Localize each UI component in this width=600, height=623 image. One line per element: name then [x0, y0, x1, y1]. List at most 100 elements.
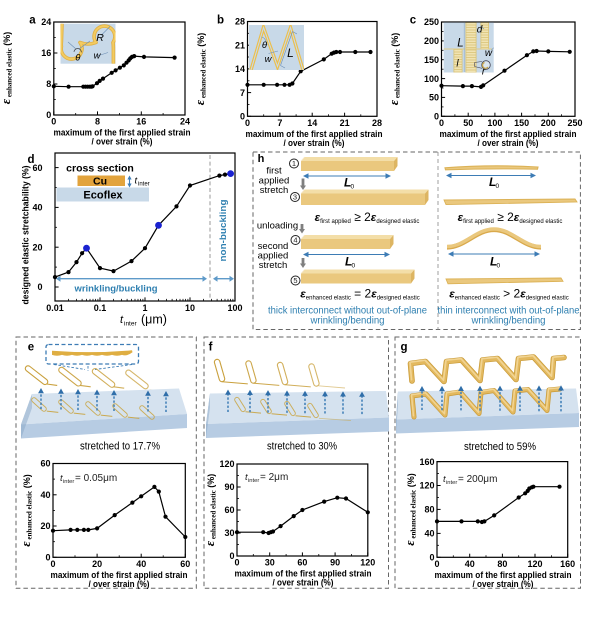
svg-text:L: L: [457, 38, 463, 50]
svg-text:80: 80: [497, 559, 507, 569]
svg-text:= 0.05μm: = 0.05μm: [75, 473, 117, 484]
svg-text:120: 120: [360, 558, 375, 568]
svg-text:h: h: [258, 153, 265, 165]
svg-text:b: b: [217, 15, 224, 27]
svg-text:εenhanced elastic = 2εdesigned: εenhanced elastic = 2εdesigned elastic: [300, 287, 419, 302]
svg-text:w: w: [94, 51, 102, 62]
svg-text:160: 160: [560, 559, 575, 569]
svg-text:40: 40: [32, 203, 42, 213]
svg-text:(μm): (μm): [141, 313, 167, 327]
svg-text:L: L: [344, 176, 351, 190]
svg-text:0: 0: [50, 559, 55, 569]
svg-text:stretched to 59%: stretched to 59%: [464, 441, 536, 453]
svg-text:0: 0: [439, 118, 444, 128]
svg-text:L: L: [489, 175, 496, 189]
svg-text:50: 50: [429, 93, 439, 103]
svg-text:maximum of the first applied s: maximum of the first applied strain: [246, 129, 383, 139]
svg-text:24: 24: [41, 17, 51, 27]
svg-text:160: 160: [419, 457, 434, 467]
svg-text:d: d: [477, 25, 483, 36]
svg-text:120: 120: [419, 481, 434, 491]
svg-text:stretch: stretch: [259, 260, 288, 271]
svg-text:0: 0: [434, 559, 439, 569]
svg-text:10: 10: [185, 303, 195, 313]
svg-text:wrinkling/buckling: wrinkling/buckling: [74, 284, 158, 295]
svg-text:0: 0: [245, 118, 250, 128]
svg-text:60: 60: [40, 459, 50, 469]
svg-text:21: 21: [340, 118, 350, 128]
svg-text:Cu: Cu: [93, 176, 107, 188]
svg-text:t: t: [60, 473, 63, 484]
svg-text:designed elastic stretchabilit: designed elastic stretchability (%): [21, 166, 31, 305]
svg-text:3: 3: [293, 193, 297, 202]
svg-text:24: 24: [180, 117, 190, 127]
svg-text:7: 7: [277, 118, 282, 128]
svg-text:0: 0: [429, 553, 434, 563]
svg-text:20: 20: [40, 521, 50, 531]
svg-text:/ over strain (%): / over strain (%): [273, 578, 334, 588]
svg-text:150: 150: [514, 118, 529, 128]
svg-text:stretched to 17.7%: stretched to 17.7%: [80, 441, 160, 453]
svg-text:w: w: [265, 54, 273, 65]
svg-text:L: L: [287, 46, 294, 60]
svg-text:inter: inter: [138, 182, 150, 188]
svg-text:wrinkling/bending: wrinkling/bending: [471, 316, 546, 327]
svg-text:ε enhanced elastic (%): ε enhanced elastic (%): [18, 474, 34, 546]
svg-text:7: 7: [240, 88, 245, 98]
svg-text:100: 100: [487, 118, 502, 128]
svg-text:/ over strain (%): / over strain (%): [284, 138, 345, 148]
svg-text:a: a: [29, 15, 36, 27]
svg-text:t: t: [245, 472, 248, 483]
svg-text:200: 200: [541, 118, 556, 128]
svg-text:/ over strain (%): / over strain (%): [478, 138, 539, 148]
svg-text:ε enhanced elastic (%): ε enhanced elastic (%): [0, 32, 14, 104]
svg-text:0: 0: [46, 110, 51, 120]
svg-text:εfirst applied ≥ 2εdesigned el: εfirst applied ≥ 2εdesigned elastic: [458, 210, 563, 225]
svg-text:thick interconnect without out: thick interconnect without out-of-plane: [268, 306, 427, 317]
svg-text:0: 0: [434, 112, 439, 122]
svg-text:21: 21: [235, 40, 245, 50]
svg-text:0: 0: [229, 551, 234, 561]
svg-text:60: 60: [224, 505, 234, 515]
svg-text:applied: applied: [258, 251, 289, 262]
svg-text:16: 16: [136, 117, 146, 127]
svg-text:60: 60: [297, 558, 307, 568]
svg-text:Ecoflex: Ecoflex: [83, 190, 123, 202]
svg-text:L: L: [490, 255, 497, 269]
svg-text:50: 50: [463, 118, 473, 128]
svg-text:16: 16: [41, 48, 51, 58]
svg-text:g: g: [400, 342, 407, 354]
svg-text:200: 200: [424, 36, 439, 46]
svg-text:4: 4: [293, 236, 297, 245]
svg-text:0: 0: [51, 117, 56, 127]
svg-text:ε enhanced elastic (%): ε enhanced elastic (%): [192, 33, 208, 105]
svg-text:w: w: [485, 48, 493, 59]
svg-text:1: 1: [292, 159, 296, 168]
svg-text:80: 80: [424, 505, 434, 515]
svg-text:1: 1: [142, 303, 147, 313]
svg-text:inter: inter: [248, 478, 259, 484]
svg-text:ε enhanced elastic (%): ε enhanced elastic (%): [386, 33, 402, 105]
svg-text:40: 40: [465, 559, 475, 569]
svg-text:d: d: [27, 154, 34, 166]
svg-text:applied: applied: [259, 176, 290, 187]
svg-text:20: 20: [92, 559, 102, 569]
svg-text:40: 40: [40, 490, 50, 500]
svg-text:stretch: stretch: [260, 185, 289, 196]
svg-text:inter: inter: [124, 321, 137, 328]
svg-text:90: 90: [224, 482, 234, 492]
svg-text:250: 250: [567, 118, 582, 128]
svg-text:30: 30: [265, 558, 275, 568]
svg-text:inter: inter: [446, 480, 457, 486]
svg-text:thin interconnect with out-of-: thin interconnect with out-of-plane: [438, 306, 580, 317]
svg-text:0.01: 0.01: [46, 303, 64, 313]
svg-text:unloading: unloading: [257, 221, 298, 232]
svg-text:= 2μm: = 2μm: [260, 472, 288, 483]
svg-text:5: 5: [293, 276, 297, 285]
svg-text:r: r: [482, 67, 486, 78]
svg-text:0: 0: [352, 263, 356, 270]
svg-text:first: first: [266, 166, 282, 177]
svg-text:100: 100: [227, 303, 242, 313]
svg-text:120: 120: [527, 559, 542, 569]
svg-text:0: 0: [37, 282, 42, 292]
